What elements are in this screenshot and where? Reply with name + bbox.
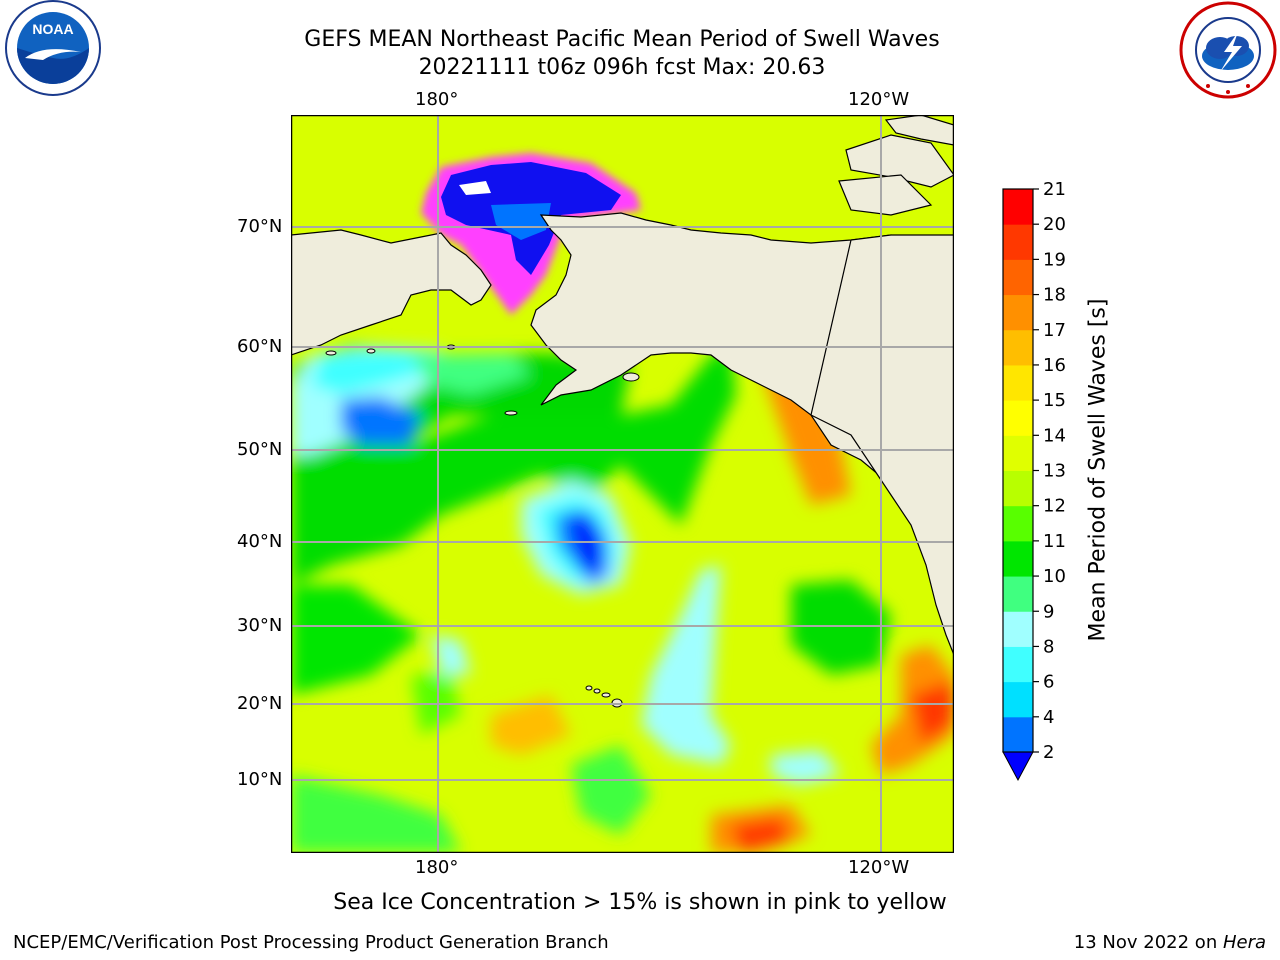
colorbar-tick-label: 6 (1043, 672, 1054, 693)
colorbar-tick-label: 20 (1043, 214, 1066, 235)
lat-label-20n: 20°N (237, 693, 283, 714)
colorbar-tick-label: 19 (1043, 249, 1066, 270)
colorbar-band (1003, 400, 1033, 436)
lat-label-30n: 30°N (237, 615, 283, 636)
colorbar-band (1003, 435, 1033, 471)
map-frame (291, 115, 954, 853)
colorbar-band (1003, 505, 1033, 542)
land-chukotka (291, 229, 492, 356)
colorbar-band (1003, 259, 1033, 296)
colorbar-tick-label: 4 (1043, 707, 1054, 728)
lon-label-top-180: 180° (415, 89, 459, 110)
land-arctic-island-3 (884, 115, 954, 146)
land-north-america (810, 234, 954, 656)
graticule (291, 115, 954, 853)
colorbar-tick-label: 11 (1043, 531, 1066, 552)
colorbar-tick-label: 16 (1043, 355, 1066, 376)
colorbar-band (1003, 329, 1033, 366)
colorbar-band (1003, 294, 1033, 331)
colorbar-tick-label: 18 (1043, 285, 1066, 306)
noaa-logo-text: NOAA (32, 21, 73, 37)
nws-logo (1179, 1, 1277, 99)
colorbar-tick-label: 10 (1043, 566, 1066, 587)
colorbar-band (1003, 189, 1033, 225)
footer-date-text: 13 Nov 2022 on (1073, 932, 1223, 953)
lat-label-50n: 50°N (237, 439, 283, 460)
lat-label-10n: 10°N (237, 769, 283, 790)
footer-host: Hera (1222, 932, 1266, 953)
colorbar-tick-label: 13 (1043, 461, 1066, 482)
colorbar-under-arrow (1002, 751, 1034, 782)
colorbar-tick-label: 2 (1043, 742, 1054, 763)
colorbar-tick-label: 8 (1043, 636, 1054, 657)
colorbar-band (1003, 224, 1033, 260)
footer-organization: NCEP/EMC/Verification Post Processing Pr… (13, 932, 609, 953)
noaa-logo: NOAA (5, 0, 101, 96)
colorbar-tick-label: 21 (1043, 180, 1066, 200)
lon-label-bottom-180: 180° (415, 857, 459, 878)
colorbar-tick-label: 17 (1043, 320, 1066, 341)
colorbar-tick-label: 14 (1043, 425, 1066, 446)
lat-label-40n: 40°N (237, 531, 283, 552)
colorbar-band (1003, 576, 1033, 612)
colorbar-tick-label: 15 (1043, 390, 1066, 411)
land-arctic-island-1 (845, 134, 954, 188)
colorbar-band (1003, 681, 1033, 718)
chart-title: GEFS MEAN Northeast Pacific Mean Period … (304, 27, 940, 52)
colorbar-band (1003, 716, 1033, 753)
colorbar-band (1003, 470, 1033, 507)
colorbar-bands (1003, 189, 1033, 753)
chart-subtitle: 20221111 t06z 096h fcst Max: 20.63 (418, 55, 826, 80)
swell-period-map (291, 115, 954, 853)
colorbar: 2 4 6 8 9 10 11 12 13 14 15 16 17 18 19 20 21 (1002, 180, 1066, 782)
lon-label-bottom-120w: 120°W (848, 857, 910, 878)
colorbar-label: Mean Period of Swell Waves [s] (1085, 298, 1111, 642)
lat-label-60n: 60°N (237, 336, 283, 357)
colorbar-band (1003, 364, 1033, 401)
footer-date: 13 Nov 2022 on Hera (1074, 932, 1266, 953)
land-arctic-island-2 (838, 174, 933, 216)
colorbar-band (1003, 540, 1033, 577)
lat-label-70n: 70°N (237, 216, 283, 237)
aleutian-islands (325, 344, 640, 416)
sea-ice-caption: Sea Ice Concentration > 15% is shown in … (333, 890, 947, 915)
colorbar-band (1003, 646, 1033, 683)
colorbar-band (1003, 611, 1033, 647)
colorbar-ticks: 2 4 6 8 9 10 11 12 13 14 15 16 17 18 19 20 21 (1033, 180, 1066, 763)
colorbar-tick-label: 12 (1043, 496, 1066, 517)
colorbar-tick-label: 9 (1043, 601, 1054, 622)
lon-label-top-120w: 120°W (848, 89, 910, 110)
